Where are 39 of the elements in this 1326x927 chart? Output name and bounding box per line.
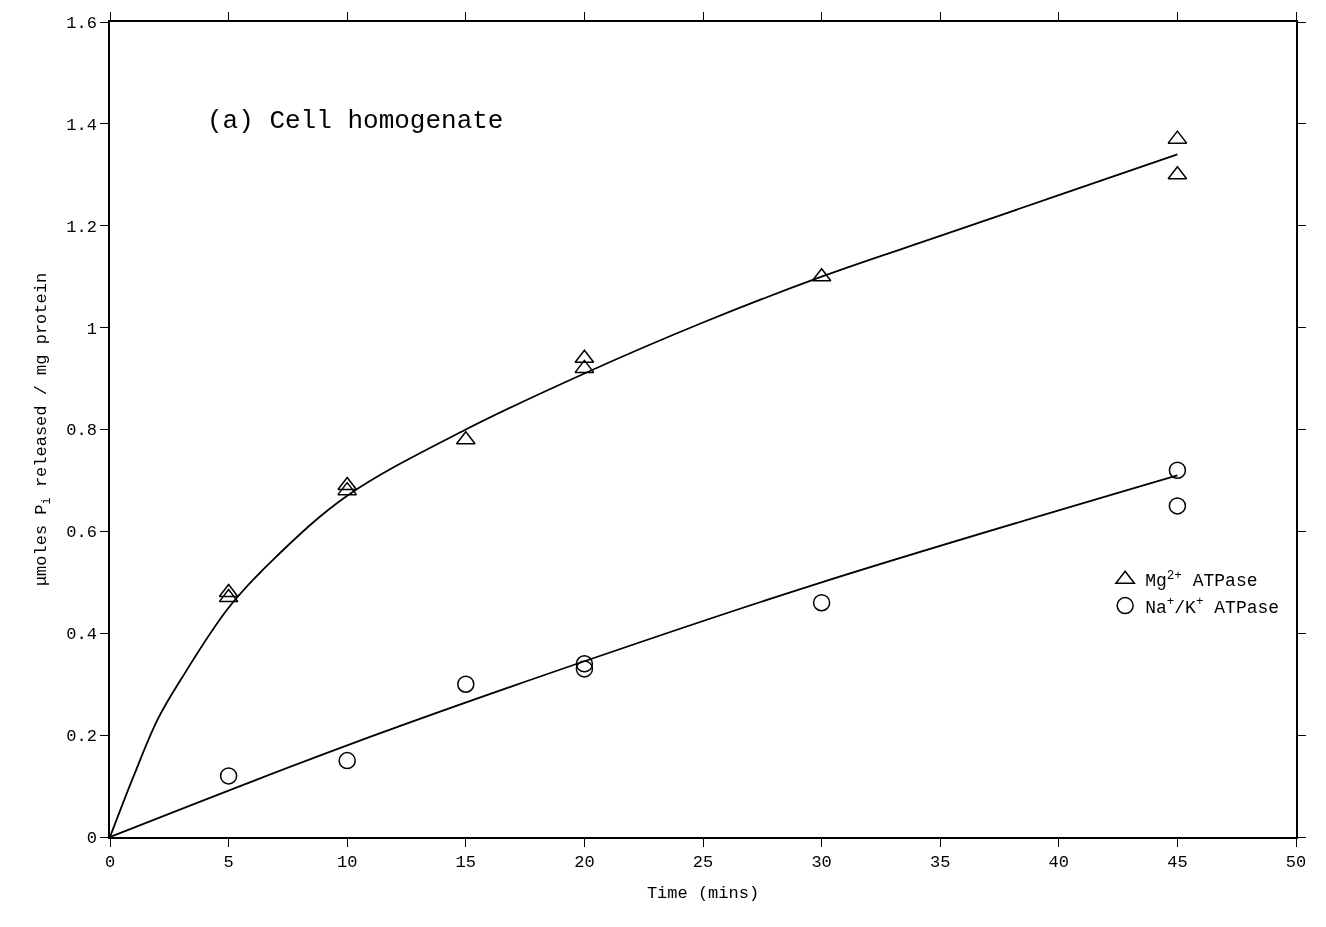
text: (a) Cell homogenate xyxy=(207,106,504,136)
y-tick-label: 0.8 xyxy=(66,421,97,441)
x-tick-label: 40 xyxy=(1048,853,1069,873)
x-tick-label: 45 xyxy=(1167,853,1188,873)
x-axis-title: Time (mins) xyxy=(646,884,760,904)
x-tick-label: 15 xyxy=(455,853,476,873)
y-tick-label: 1.2 xyxy=(66,217,97,237)
point xyxy=(457,675,475,693)
y-tick-label: 1.6 xyxy=(66,13,97,33)
point xyxy=(1168,461,1187,479)
x-tick-label: 10 xyxy=(337,853,358,873)
y-tick-label: 1 xyxy=(86,319,97,339)
y-tick-label: 0.6 xyxy=(66,523,97,543)
point xyxy=(338,751,356,770)
point xyxy=(337,481,358,496)
y-tick-label: 0.4 xyxy=(66,625,97,645)
y-tick-label: 1.4 xyxy=(66,115,97,135)
point xyxy=(812,593,831,612)
point xyxy=(1168,497,1187,515)
point xyxy=(575,655,594,673)
point xyxy=(337,476,358,491)
y-tick-label: 0 xyxy=(86,828,97,848)
point xyxy=(218,583,239,598)
point xyxy=(455,430,476,445)
point xyxy=(219,767,238,785)
point xyxy=(218,588,239,603)
point xyxy=(574,359,595,374)
x-tick-label: 35 xyxy=(930,853,951,873)
legend-label: Mg$^{2+}$ ATPase xyxy=(1145,568,1258,592)
point xyxy=(811,267,832,282)
point xyxy=(575,660,594,678)
legend-label: Na$^{+}$/K$^{+}$ ATPase xyxy=(1145,595,1280,618)
x-tick-label: 5 xyxy=(223,853,234,873)
x-tick-label: 50 xyxy=(1285,853,1307,873)
x-tick-label: 0 xyxy=(104,853,116,873)
y-tick-label: 0.2 xyxy=(66,727,97,747)
x-tick-label: 25 xyxy=(692,853,714,873)
x-tick-label: 30 xyxy=(811,853,832,873)
x-tick-label: 20 xyxy=(574,853,595,873)
